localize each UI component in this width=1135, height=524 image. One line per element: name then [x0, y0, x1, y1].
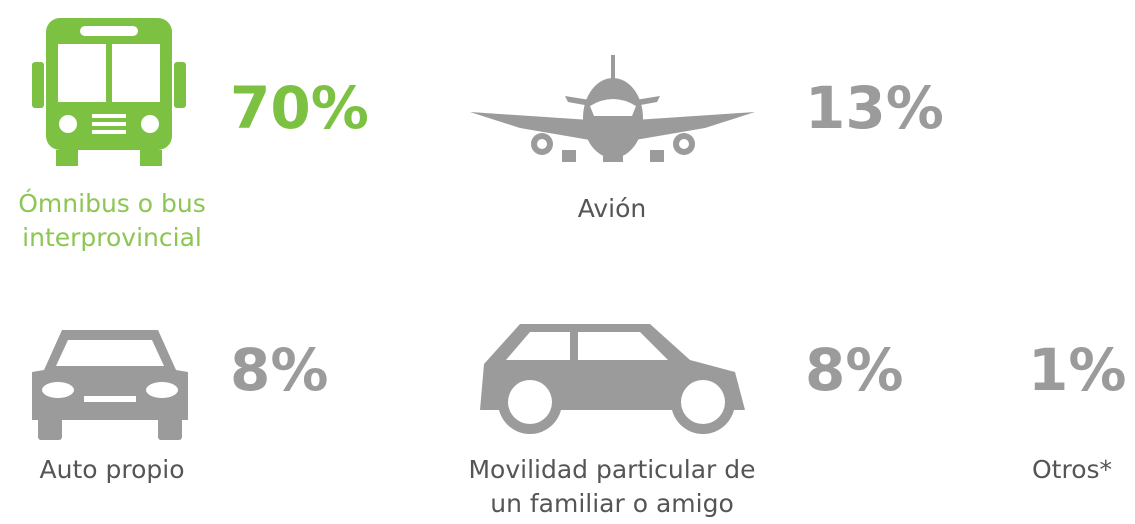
- plane-icon: [470, 55, 755, 162]
- percentage: 1%: [1028, 336, 1126, 404]
- car-front-icon: [32, 330, 188, 440]
- texts: 70% Ómnibus o bus interprovincial 13% Avión 8…: [18, 74, 1126, 518]
- label: Movilidad particular de: [468, 455, 755, 484]
- label: interprovincial: [22, 223, 202, 252]
- mini-car-icon: [480, 324, 745, 434]
- label: Avión: [578, 194, 647, 223]
- percentage: 8%: [805, 336, 903, 404]
- label: un familiar o amigo: [490, 489, 734, 518]
- label: Auto propio: [40, 455, 185, 484]
- percentage: 8%: [230, 336, 328, 404]
- bus-icon: [32, 18, 186, 166]
- percentage: 13%: [805, 74, 944, 142]
- percentage: 70%: [230, 74, 369, 142]
- label: Ómnibus o bus: [18, 188, 206, 218]
- label: Otros*: [1032, 455, 1112, 484]
